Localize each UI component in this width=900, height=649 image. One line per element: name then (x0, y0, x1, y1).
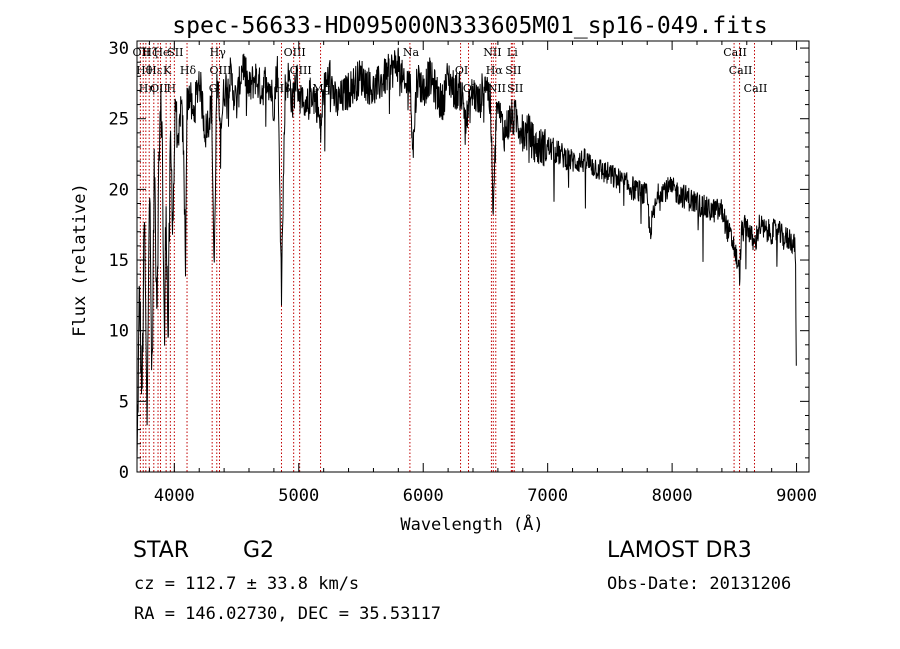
spectral-line-label: OIII (209, 64, 231, 77)
spectral-subclass: G2 (243, 538, 275, 563)
series-line-flux (136, 47, 797, 462)
spectral-line-label: OI (455, 64, 468, 77)
x-axis-label: Wavelength (Å) (400, 513, 543, 535)
x-tick-label: 5000 (278, 486, 319, 506)
y-tick-label: 25 (109, 110, 129, 130)
spectral-line-label: H (167, 82, 177, 95)
spectral-line-label: SII (507, 82, 523, 95)
y-tick-label: 0 (119, 463, 129, 483)
spectral-line-label: SII (167, 46, 183, 59)
spectral-line-label: He (153, 46, 169, 59)
chart-title: spec-56633-HD095000N333605M01_sp16-049.f… (172, 13, 767, 39)
survey-name: LAMOST DR3 (607, 538, 752, 563)
spectral-line-label: G (209, 82, 218, 95)
observation-date: Obs-Date: 20131206 (607, 574, 792, 594)
spectral-line-label: NII (488, 82, 506, 95)
spectral-line-label: Hζ (142, 46, 158, 59)
spectral-line-label: OIII (284, 46, 306, 59)
y-tick-label: 5 (119, 392, 129, 412)
axes: 4000 5000 6000 7000 8000 9000 0 5 10 15 20 25 30 (109, 39, 818, 506)
spectral-line-label: Li (507, 46, 518, 59)
spectral-line-markers: OIIHθHηHζHεOIIHeKHSIIHδGHγOIIIHβOIIIOIII… (133, 43, 768, 472)
spectral-line-label: Hε (147, 64, 163, 77)
plot-frame (136, 40, 810, 473)
x-tick-label: 9000 (776, 486, 817, 506)
y-tick-label: 15 (109, 251, 129, 271)
spectral-line-label: Hγ (210, 46, 227, 59)
spectral-line-label: CaII (744, 82, 768, 95)
spectral-line-label: Hη (139, 82, 155, 95)
x-tick-label: 8000 (652, 486, 693, 506)
y-tick-label: 10 (109, 322, 129, 342)
y-tick-label: 30 (109, 39, 129, 59)
spectral-line-label: OII (150, 82, 168, 95)
x-tick-label: 4000 (154, 486, 195, 506)
spectral-line-label: Na (403, 46, 420, 59)
spectral-line-label: Hδ (180, 64, 197, 77)
y-tick-label: 20 (109, 180, 129, 200)
spectral-line-label: Hα (486, 64, 504, 77)
spectral-line-label: NII (483, 46, 501, 59)
spectral-line-label: CaII (723, 46, 747, 59)
spectral-line-label: SII (505, 64, 521, 77)
spectral-line-label: CaII (729, 64, 753, 77)
object-type: STAR (133, 538, 190, 563)
spectral-line-label: K (163, 64, 172, 77)
series-layer (136, 47, 797, 462)
redshift-value: cz = 112.7 ± 33.8 km/s (134, 574, 360, 594)
spectral-line-label: Hθ (136, 64, 153, 77)
x-tick-label: 6000 (403, 486, 444, 506)
spectral-line-label: OIII (290, 64, 312, 77)
y-axis-label: Flux (relative) (70, 183, 90, 337)
coordinates: RA = 146.02730, DEC = 35.53117 (134, 604, 442, 624)
x-tick-label: 7000 (527, 486, 568, 506)
